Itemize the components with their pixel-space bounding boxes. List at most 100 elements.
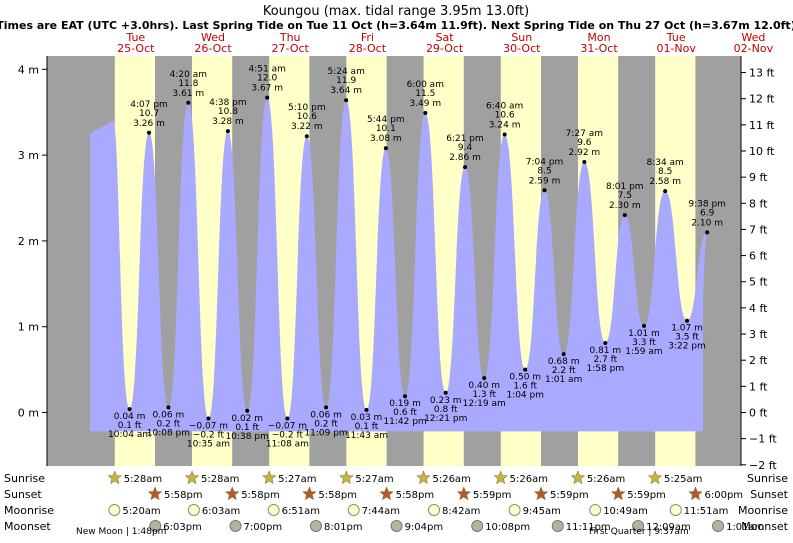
moonset-icon: [551, 520, 564, 532]
low-tide-m: 0.06 m: [310, 410, 342, 420]
low-tide-m: 0.81 m: [589, 346, 621, 356]
high-tide-time: 5:44 pm: [367, 115, 405, 125]
high-tide-m: 3.49 m: [409, 99, 441, 109]
low-tide-m: 0.03 m: [351, 413, 383, 423]
low-tide-time: 10:35 am: [187, 440, 230, 450]
row-label-right: Sunset: [750, 488, 788, 501]
sun-star-icon: [570, 470, 586, 485]
sun-star-icon: [107, 470, 123, 485]
tide-point: [443, 390, 448, 395]
tide-point: [324, 405, 329, 410]
sun-star-icon: [339, 470, 354, 485]
sun-star-icon: [379, 486, 394, 501]
low-tide-m: 0.19 m: [389, 399, 421, 409]
high-tide-m: 3.24 m: [489, 121, 521, 131]
moonrise-icon: [347, 504, 360, 516]
tide-point: [523, 367, 528, 372]
right-tick-label: 13 ft: [749, 67, 775, 80]
moonrise-time: 10:49am: [603, 506, 648, 517]
right-tick-label: 11 ft: [749, 119, 775, 132]
moonset-time: 12:09am: [646, 522, 691, 533]
low-tide-time: 3:22 pm: [668, 342, 706, 352]
tide-point: [127, 407, 132, 412]
tide-point: [622, 213, 627, 218]
left-tick-label: 4 m: [18, 63, 39, 76]
moon-phase-label: First Quarter | 9:37am: [589, 527, 689, 537]
sunset-time: 5:59pm: [627, 490, 666, 501]
low-tide-time: 1:01 am: [545, 375, 582, 385]
date-label: 31-Oct: [580, 42, 618, 55]
date-label: 29-Oct: [426, 42, 464, 55]
low-tide-time: 11:09 pm: [304, 428, 347, 438]
moonset-icon: [471, 520, 484, 532]
sunrise-time: 5:27am: [278, 474, 316, 485]
low-tide-time: 12:19 am: [463, 399, 506, 409]
low-tide-m: 0.02 m: [231, 414, 263, 424]
sun-star-icon: [184, 470, 200, 485]
moonset-time: 8:01pm: [324, 522, 363, 533]
moonrise-time: 8:42am: [442, 506, 480, 517]
high-tide-m: 2.92 m: [569, 148, 601, 158]
sunrise-time: 5:27am: [355, 474, 393, 485]
day-of-week-label: Mon: [587, 31, 610, 44]
tide-point: [561, 352, 566, 357]
right-tick-label: 2 ft: [749, 354, 768, 367]
low-tide-m: 1.01 m: [628, 329, 660, 339]
tide-point: [705, 230, 710, 235]
sunset-time: 5:58pm: [164, 490, 203, 501]
right-tick-label: 3 ft: [749, 328, 768, 341]
row-label-right: Sunrise: [747, 472, 788, 485]
sun-star-icon: [302, 486, 317, 501]
high-tide-ft: 12.0: [257, 74, 277, 84]
right-tick-label: 6 ft: [749, 250, 768, 263]
date-label: 30-Oct: [503, 42, 541, 55]
low-tide-time: 1:58 pm: [587, 364, 625, 374]
moonset-time: 9:04pm: [405, 522, 444, 533]
tide-point: [245, 408, 250, 413]
low-tide-time: 10:04 am: [108, 430, 151, 440]
right-tick-label: 0 ft: [749, 407, 768, 420]
high-tide-ft: 7.5: [618, 191, 632, 201]
row-label-left: Moonset: [4, 520, 51, 533]
high-tide-ft: 10.7: [139, 109, 159, 119]
day-of-week-label: Sat: [436, 31, 455, 44]
low-tide-m: −0.07 m: [268, 422, 307, 432]
high-tide-ft: 11.9: [336, 76, 356, 86]
high-tide-time: 4:38 pm: [209, 98, 247, 108]
tide-point: [603, 341, 608, 346]
low-tide-m: −0.07 m: [189, 422, 228, 432]
high-tide-m: 3.28 m: [212, 117, 244, 127]
sunset-time: 5:59pm: [550, 490, 589, 501]
left-tick-label: 1 m: [18, 321, 39, 334]
sunrise-time: 5:26am: [587, 474, 625, 485]
high-tide-m: 3.22 m: [291, 122, 323, 132]
day-of-week-label: Wed: [741, 31, 765, 44]
day-of-week-label: Wed: [201, 31, 225, 44]
moonset-icon: [149, 520, 162, 532]
low-tide-ft: 3.3 ft: [632, 338, 656, 348]
tide-point: [685, 318, 690, 323]
high-tide-time: 8:01 pm: [606, 182, 644, 192]
high-tide-time: 4:51 am: [249, 65, 286, 75]
sun-star-icon: [610, 486, 626, 501]
right-tick-label: 9 ft: [749, 171, 768, 184]
low-tide-m: 0.06 m: [153, 410, 185, 420]
right-tick-label: 4 ft: [749, 302, 768, 315]
low-tide-time: 10:38 pm: [226, 432, 269, 442]
low-tide-time: 10:08 pm: [147, 428, 190, 438]
date-label: 02-Nov: [734, 42, 774, 55]
row-label-left: Sunset: [4, 488, 42, 501]
left-tick-label: 0 m: [18, 407, 39, 420]
high-tide-ft: 10.8: [218, 107, 238, 117]
tide-point: [265, 95, 270, 100]
right-tick-label: 8 ft: [749, 197, 768, 210]
right-tick-label: −1 ft: [749, 433, 777, 446]
high-tide-ft: 6.9: [700, 208, 715, 218]
moonrise-time: 9:45am: [523, 506, 561, 517]
sunrise-time: 5:26am: [510, 474, 548, 485]
low-tide-time: 1:59 am: [625, 347, 662, 357]
sun-star-icon: [147, 486, 163, 501]
left-tick-label: 2 m: [18, 235, 39, 248]
date-label: 25-Oct: [117, 42, 155, 55]
high-tide-time: 6:40 am: [486, 102, 523, 112]
